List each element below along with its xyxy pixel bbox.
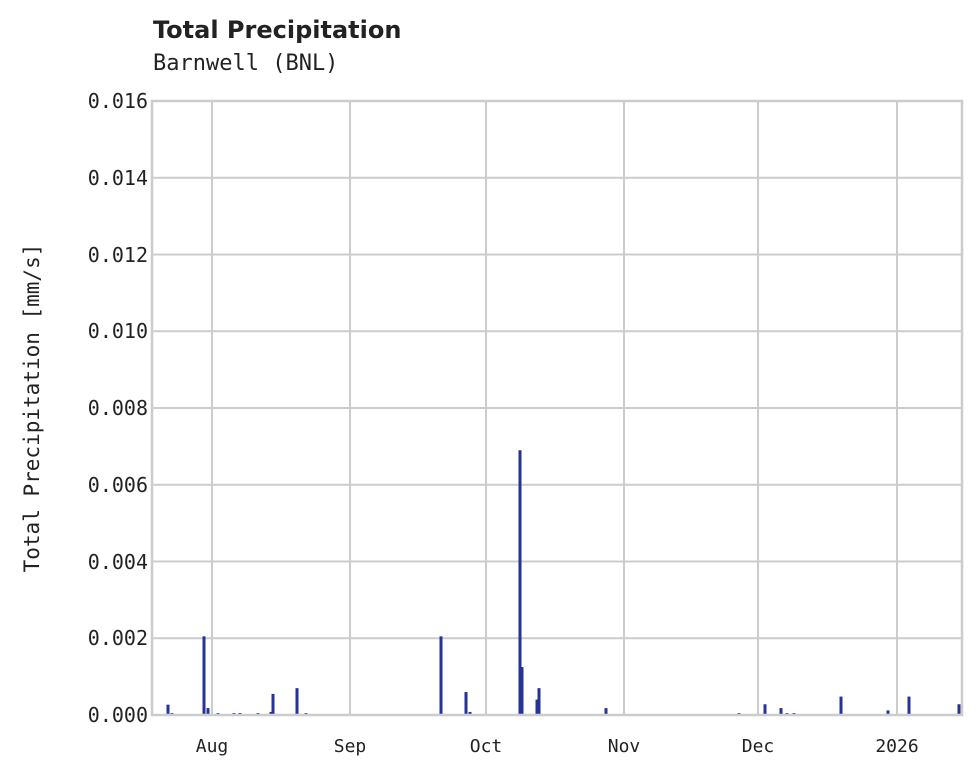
- x-tick-label: Aug: [195, 736, 229, 757]
- chart-title: Total Precipitation: [153, 16, 402, 44]
- y-tick-label: 0.010: [87, 319, 148, 344]
- y-tick-label: 0.008: [87, 396, 148, 420]
- y-tick-label: 0.004: [87, 549, 148, 574]
- x-tick-label: Sep: [333, 736, 367, 757]
- x-tick-label: Nov: [607, 736, 641, 757]
- precipitation-bar: [271, 693, 275, 715]
- precipitation-series: [166, 450, 961, 715]
- plot-frame: [150, 99, 964, 717]
- precipitation-bar: [206, 708, 210, 715]
- y-tick-label: 0.006: [87, 472, 148, 497]
- precipitation-bar: [886, 710, 890, 715]
- x-tick-label: Oct: [469, 736, 503, 757]
- precipitation-bar: [839, 696, 843, 715]
- precipitation-bar: [535, 699, 539, 715]
- precipitation-bar: [779, 708, 783, 715]
- precipitation-bar: [604, 708, 608, 715]
- precipitation-bar: [518, 450, 522, 715]
- precipitation-bar: [295, 688, 299, 715]
- y-tick-label: 0.000: [87, 703, 148, 727]
- precipitation-bar: [464, 691, 468, 715]
- precipitation-bar: [202, 636, 206, 715]
- precipitation-bar: [439, 636, 443, 715]
- precipitation-bar: [166, 704, 170, 715]
- precipitation-bar: [957, 704, 961, 715]
- precipitation-bar: [520, 667, 524, 715]
- y-tick-label: 0.002: [87, 626, 148, 651]
- gridlines: [152, 100, 962, 716]
- precipitation-bar: [537, 688, 541, 715]
- precipitation-bar: [468, 711, 472, 715]
- x-tick-label: 2026: [875, 736, 919, 757]
- x-tick-label: Dec: [741, 736, 775, 757]
- y-tick-label: 0.016: [87, 89, 148, 113]
- y-tick-label: 0.014: [87, 165, 148, 190]
- precipitation-bar: [907, 696, 911, 715]
- chart-subtitle: Barnwell (BNL): [153, 51, 339, 76]
- precipitation-bar: [763, 704, 767, 715]
- y-tick-label: 0.012: [87, 242, 148, 267]
- precipitation-bar: [269, 711, 273, 715]
